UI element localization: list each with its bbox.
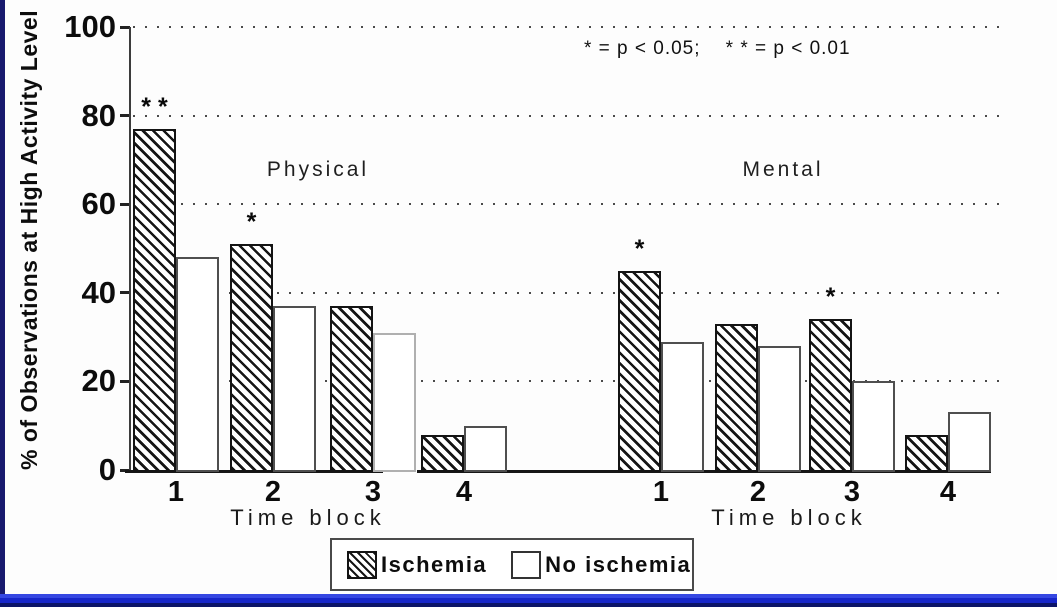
bar-ischemia-physical-4 [421,434,464,472]
y-tick-label-20: 20 [81,363,116,399]
legend: Ischemia No ischemia [330,538,694,591]
bar-ischemia-physical-2 [230,244,273,472]
y-tick-80 [120,114,130,118]
x-category-label-physical-1: 1 [167,476,185,508]
bar-no-ischemia-mental-2 [758,345,801,472]
y-tick-label-40: 40 [81,274,116,310]
bar-ischemia-physical-1 [133,128,176,472]
bar-no-ischemia-physical-2 [273,306,316,472]
x-category-label-physical-2: 2 [264,476,282,508]
x-category-label-mental-2: 2 [749,476,767,508]
x-axis-label-right: Time block [711,505,867,530]
bar-no-ischemia-mental-1 [661,341,704,472]
x-category-label-mental-1: 1 [652,476,670,508]
significance-marker-physical-2: * [246,208,257,237]
y-tick-60 [120,202,130,206]
significance-marker-mental-1: * [634,234,645,263]
gridline-100 [133,26,1002,28]
x-category-label-physical-3: 3 [364,476,382,508]
gridline-40 [133,291,1002,294]
significance-key-annotation: * = p < 0.05; * * = p < 0.01 [584,38,851,59]
legend-label-no-ischemia: No ischemia [545,551,692,577]
gridline-80 [133,114,1002,117]
bar-no-ischemia-physical-1 [176,257,219,472]
bar-ischemia-physical-3 [330,306,373,472]
bar-ischemia-mental-2 [715,323,758,472]
bar-ischemia-mental-3 [809,319,852,472]
y-tick-label-80: 80 [81,97,116,133]
x-axis-label-left: Time block [230,505,386,530]
significance-marker-mental-3: * [825,283,836,312]
x-category-label-physical-4: 4 [455,476,473,508]
bar-no-ischemia-physical-3 [373,332,416,472]
legend-label-ischemia: Ischemia [381,551,488,577]
bar-ischemia-mental-4 [905,434,948,472]
gridline-60 [133,203,1002,206]
y-tick-40 [120,291,130,295]
y-tick-100 [120,25,130,29]
y-tick-label-0: 0 [98,452,116,487]
slide-frame-left-border [0,0,5,607]
x-category-label-mental-4: 4 [939,476,957,508]
legend-swatch-ischemia-icon [347,550,377,579]
y-tick-label-60: 60 [81,186,116,222]
panel-label-mental: Mental [742,158,824,181]
y-tick-20 [120,379,130,383]
y-axis-title: % of Observations at High Activity Level [16,9,42,470]
bar-no-ischemia-mental-3 [852,381,895,472]
x-axis-line-right [417,470,991,473]
x-category-label-mental-3: 3 [843,476,861,508]
gridline-20 [133,380,1002,383]
bar-no-ischemia-physical-4 [464,425,507,472]
bar-no-ischemia-mental-4 [948,412,991,472]
significance-marker-physical-1: * * [141,92,168,121]
y-tick-label-100: 100 [64,9,116,44]
panel-label-physical: Physical [266,158,370,181]
legend-swatch-no-ischemia-icon [511,550,542,579]
y-axis-line [129,27,131,470]
bar-ischemia-mental-1 [618,270,661,472]
slide-frame-bottom-border [0,594,1057,607]
